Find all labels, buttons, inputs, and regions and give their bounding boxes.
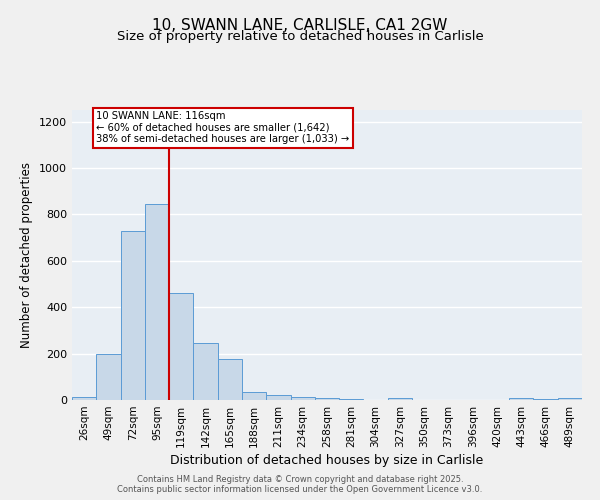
Bar: [315, 398, 339, 400]
Text: Size of property relative to detached houses in Carlisle: Size of property relative to detached ho…: [116, 30, 484, 43]
Bar: [290, 397, 315, 400]
Bar: [169, 294, 193, 400]
Y-axis label: Number of detached properties: Number of detached properties: [20, 162, 34, 348]
Text: 10, SWANN LANE, CARLISLE, CA1 2GW: 10, SWANN LANE, CARLISLE, CA1 2GW: [152, 18, 448, 32]
Bar: [558, 398, 582, 400]
Text: 10 SWANN LANE: 116sqm
← 60% of detached houses are smaller (1,642)
38% of semi-d: 10 SWANN LANE: 116sqm ← 60% of detached …: [96, 111, 350, 144]
Bar: [121, 230, 145, 400]
Bar: [509, 398, 533, 400]
Bar: [218, 358, 242, 400]
Bar: [388, 398, 412, 400]
Bar: [72, 396, 96, 400]
Bar: [242, 392, 266, 400]
Bar: [96, 354, 121, 400]
Bar: [266, 396, 290, 400]
Bar: [193, 343, 218, 400]
Bar: [145, 204, 169, 400]
Text: Contains HM Land Registry data © Crown copyright and database right 2025.
Contai: Contains HM Land Registry data © Crown c…: [118, 474, 482, 494]
X-axis label: Distribution of detached houses by size in Carlisle: Distribution of detached houses by size …: [170, 454, 484, 467]
Bar: [533, 399, 558, 400]
